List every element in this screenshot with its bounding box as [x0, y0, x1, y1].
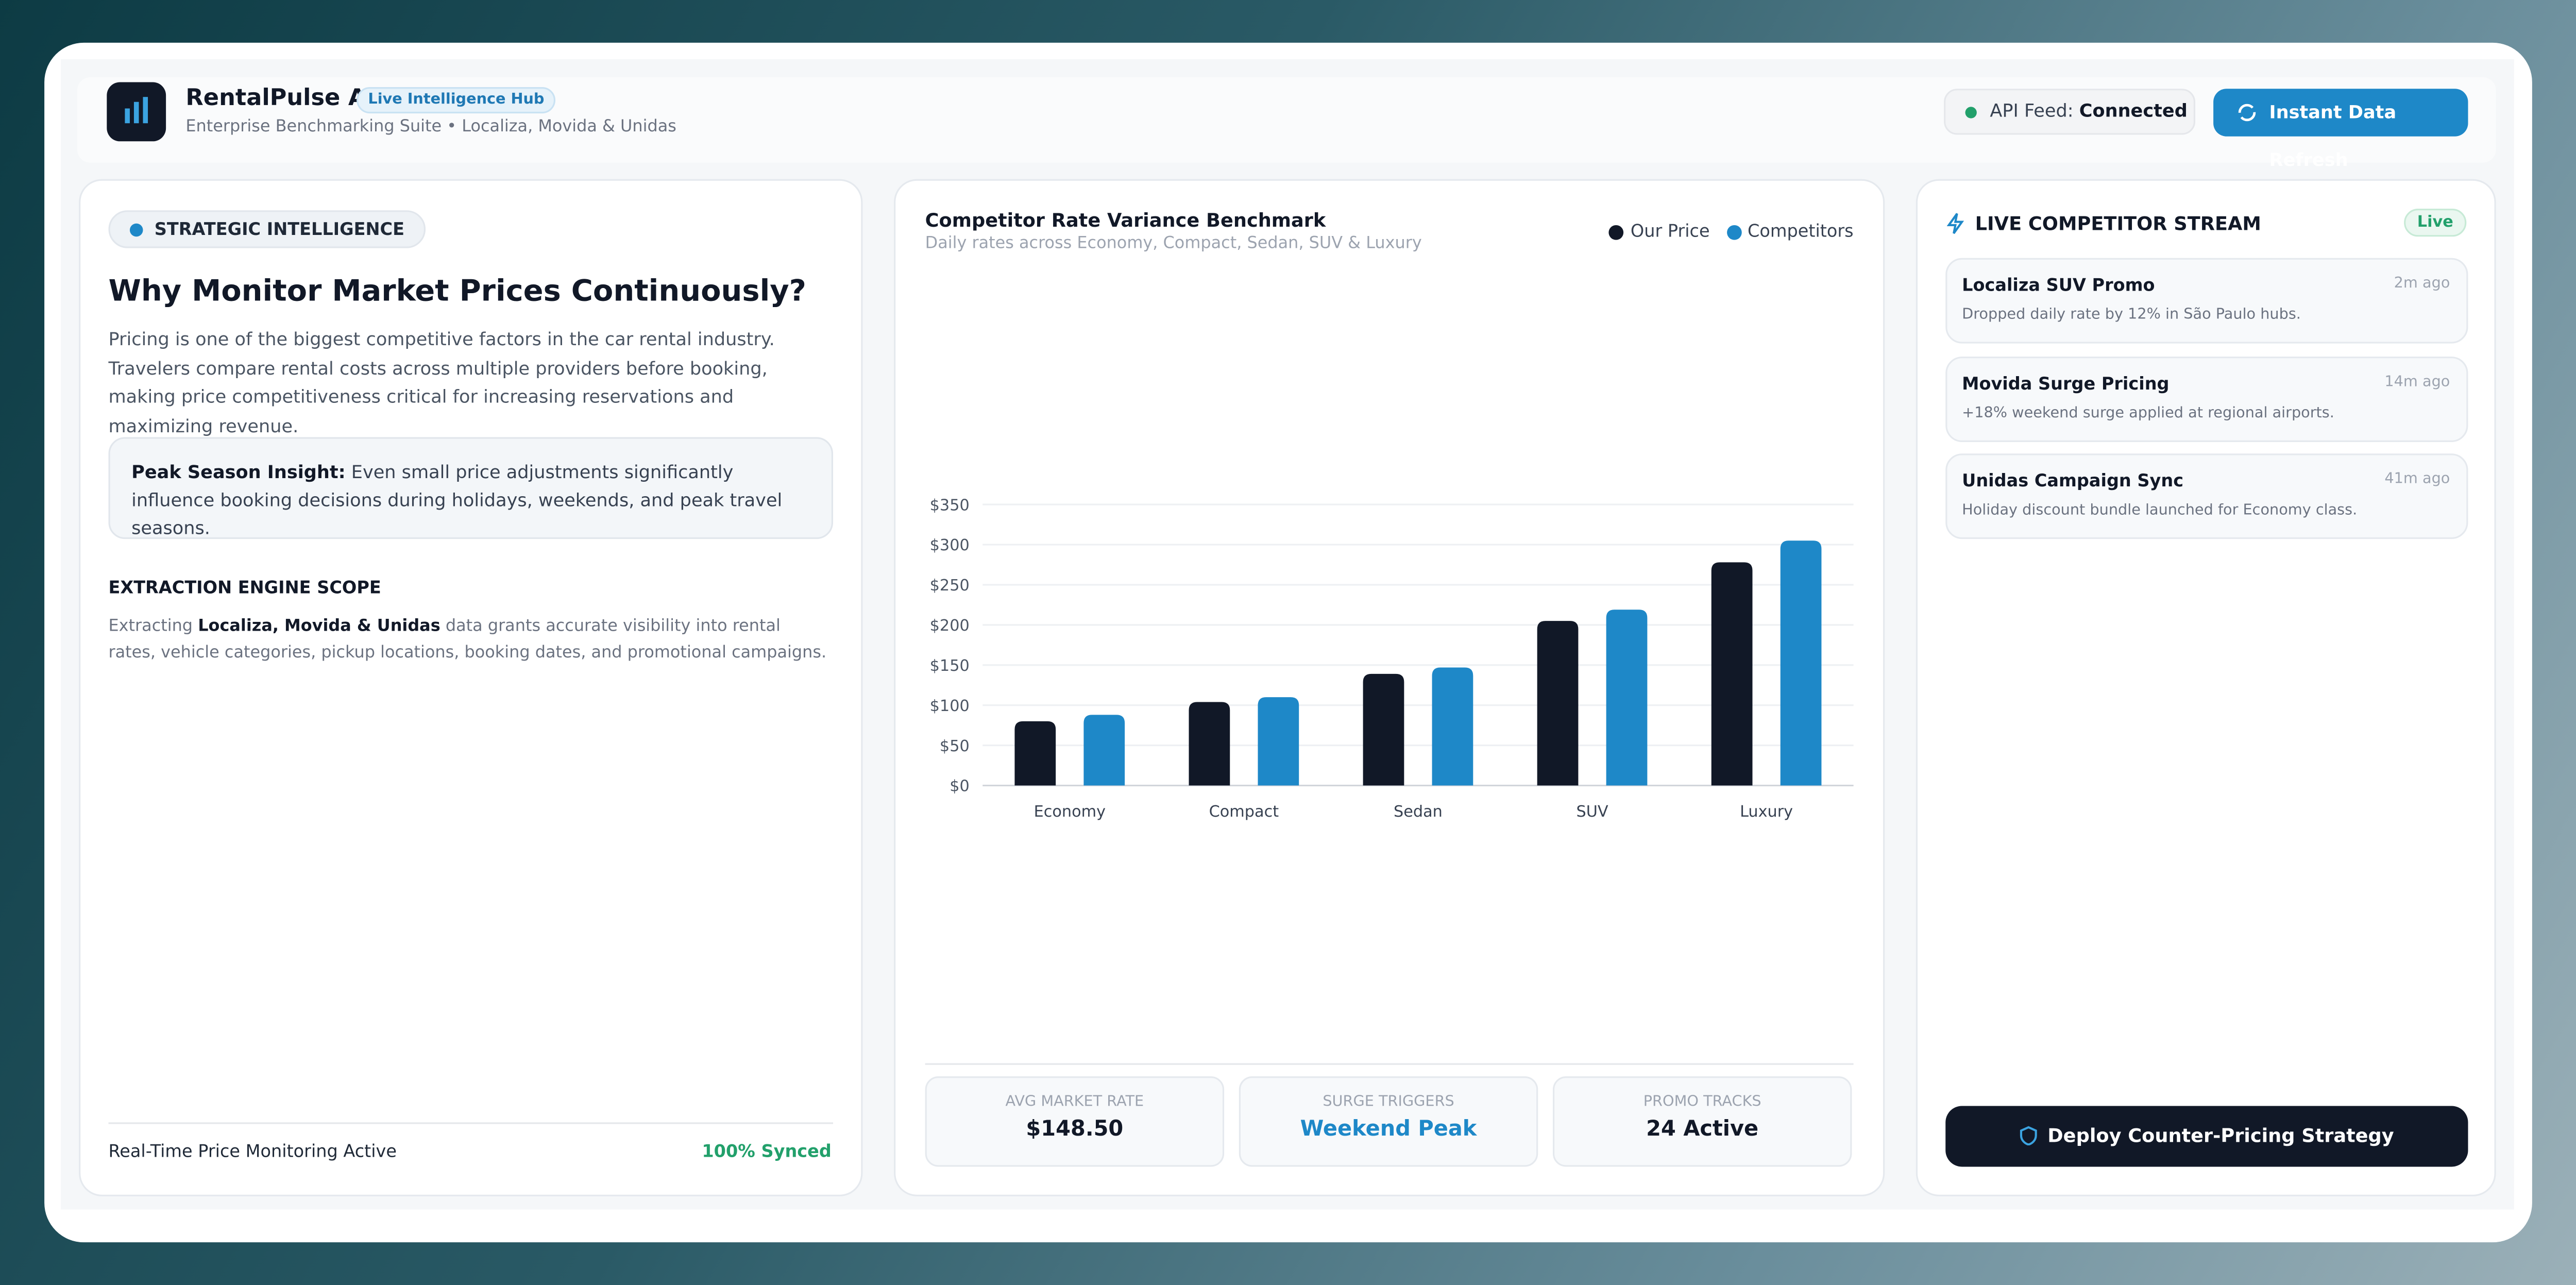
- bar: [1537, 621, 1579, 786]
- item-text: Dropped daily rate by 12% in São Paulo h…: [1962, 307, 2301, 324]
- subtitle: Enterprise Benchmarking Suite • Localiza…: [185, 118, 676, 137]
- tag: STRATEGIC INTELLIGENCE: [108, 210, 426, 248]
- deploy-label: Deploy Counter-Pricing Strategy: [2047, 1124, 2394, 1147]
- chart-title: Competitor Rate Variance Benchmark: [925, 209, 1326, 232]
- legend: Our Price Competitors: [1609, 222, 1854, 242]
- insight-label: Peak Season Insight:: [131, 462, 346, 483]
- stat-value: Weekend Peak: [1300, 1117, 1477, 1142]
- stream-item: Unidas Campaign Sync 41m ago Holiday disco…: [1945, 453, 2468, 539]
- refresh-button[interactable]: Instant Data Refresh: [2213, 89, 2468, 171]
- legend-swatch: [1726, 224, 1741, 240]
- x-tick-label: Luxury: [1740, 803, 1793, 821]
- left-panel: STRATEGIC INTELLIGENCE Why Monitor Marke…: [79, 179, 863, 1196]
- x-tick-label: Sedan: [1394, 803, 1443, 821]
- footer-label: Real-Time Price Monitoring Active: [108, 1142, 397, 1162]
- y-tick-label: $100: [930, 697, 970, 715]
- stat-value: $148.50: [1026, 1117, 1124, 1142]
- chart: $0 $50 $100 $150 $200 $250 $300 $350 Economy Comp…: [930, 496, 1854, 821]
- bar: [1432, 667, 1473, 786]
- insight-text: Even small price adjustments significant…: [131, 462, 783, 539]
- left-body: Pricing is one of the biggest competitiv…: [108, 328, 775, 436]
- bar: [1189, 702, 1230, 786]
- item-text: +18% weekend surge applied at regional a…: [1962, 405, 2334, 422]
- chart-subtitle: Daily rates across Economy, Compact, Sed…: [925, 235, 1422, 253]
- stream-panel: LIVE COMPETITOR STREAM Live Localiza SUV…: [1916, 179, 2496, 1196]
- y-tick-label: $300: [930, 536, 970, 554]
- stat-label: AVG MARKET RATE: [1005, 1094, 1144, 1111]
- stream-item: Localiza SUV Promo 2m ago Dropped daily ra…: [1945, 258, 2468, 344]
- stat-card: SURGE TRIGGERS Weekend Peak: [1239, 1076, 1538, 1167]
- logo: [107, 82, 166, 142]
- bar: [1363, 673, 1404, 786]
- tag-icon: [129, 223, 143, 237]
- x-tick-label: Compact: [1209, 803, 1279, 821]
- stat-card: PROMO TRACKS 24 Active: [1552, 1076, 1852, 1167]
- scope-title: EXTRACTION ENGINE SCOPE: [108, 578, 381, 598]
- status-dot: [1965, 107, 1977, 119]
- refresh-label: Instant Data Refresh: [2269, 102, 2397, 171]
- item-time: 14m ago: [2384, 374, 2450, 391]
- legend-item: Our Price: [1609, 222, 1710, 242]
- divider: [925, 1063, 1854, 1065]
- y-tick-label: $0: [950, 777, 970, 796]
- scope-post: data grants accurate visibility into ren…: [108, 618, 827, 662]
- divider: [108, 1122, 834, 1124]
- x-tick-label: SUV: [1576, 803, 1608, 821]
- app-name: RentalPulse AI: [185, 85, 375, 112]
- api-status: API Feed: Connected: [1944, 89, 2196, 135]
- legend-label: Competitors: [1747, 222, 1854, 242]
- logo-icon: [125, 97, 148, 124]
- deploy-button[interactable]: Deploy Counter-Pricing Strategy: [1945, 1106, 2468, 1167]
- x-tick-label: Economy: [1034, 803, 1106, 821]
- api-value: Connected: [2079, 100, 2188, 122]
- item-title: Unidas Campaign Sync: [1962, 471, 2184, 492]
- header: RentalPulse AI Live Intelligence Hub Ent…: [77, 77, 2496, 171]
- refresh-icon: [2238, 104, 2256, 122]
- item-title: Localiza SUV Promo: [1962, 276, 2155, 296]
- scope-pre: Extracting: [108, 618, 198, 636]
- y-tick-label: $250: [930, 577, 970, 595]
- bolt-icon: [1946, 213, 1964, 234]
- bar: [1014, 721, 1056, 786]
- item-time: 41m ago: [2384, 471, 2450, 488]
- bar: [1083, 715, 1125, 786]
- y-tick-label: $200: [930, 617, 970, 635]
- item-title: Movida Surge Pricing: [1962, 374, 2170, 394]
- left-title: Why Monitor Market Prices Continuously?: [108, 274, 806, 309]
- legend-label: Our Price: [1630, 222, 1710, 242]
- item-text: Holiday discount bundle launched for Eco…: [1962, 502, 2358, 519]
- stat-card: AVG MARKET RATE $148.50: [925, 1076, 1225, 1167]
- chart-panel: Competitor Rate Variance Benchmark Daily…: [894, 179, 1885, 1196]
- bar: [1711, 562, 1753, 786]
- item-time: 2m ago: [2394, 276, 2450, 293]
- stat-label: PROMO TRACKS: [1643, 1094, 1761, 1111]
- scope-bold: Localiza, Movida & Unidas: [198, 618, 440, 636]
- y-tick-label: $350: [930, 496, 970, 514]
- stream-title: LIVE COMPETITOR STREAM: [1975, 212, 2261, 235]
- scope-text: Extracting Localiza, Movida & Unidas dat…: [109, 615, 832, 666]
- stat-value: 24 Active: [1646, 1117, 1759, 1142]
- bar: [1606, 610, 1648, 786]
- stream-item: Movida Surge Pricing 14m ago +18% weekend …: [1945, 356, 2468, 442]
- y-tick-label: $50: [940, 737, 970, 755]
- bar: [1258, 697, 1299, 786]
- live-badge: Live: [2404, 209, 2467, 237]
- bar: [1780, 540, 1822, 786]
- badge: Live Intelligence Hub: [357, 87, 556, 114]
- legend-item: Competitors: [1726, 222, 1854, 242]
- y-tick-label: $150: [930, 657, 970, 675]
- insight-box: Peak Season Insight: Even small price ad…: [108, 437, 834, 539]
- footer-status: 100% Synced: [702, 1142, 832, 1162]
- api-label: API Feed:: [1990, 100, 2074, 122]
- shield-icon: [2020, 1126, 2037, 1146]
- tag-label: STRATEGIC INTELLIGENCE: [154, 220, 404, 240]
- stat-label: SURGE TRIGGERS: [1323, 1094, 1454, 1111]
